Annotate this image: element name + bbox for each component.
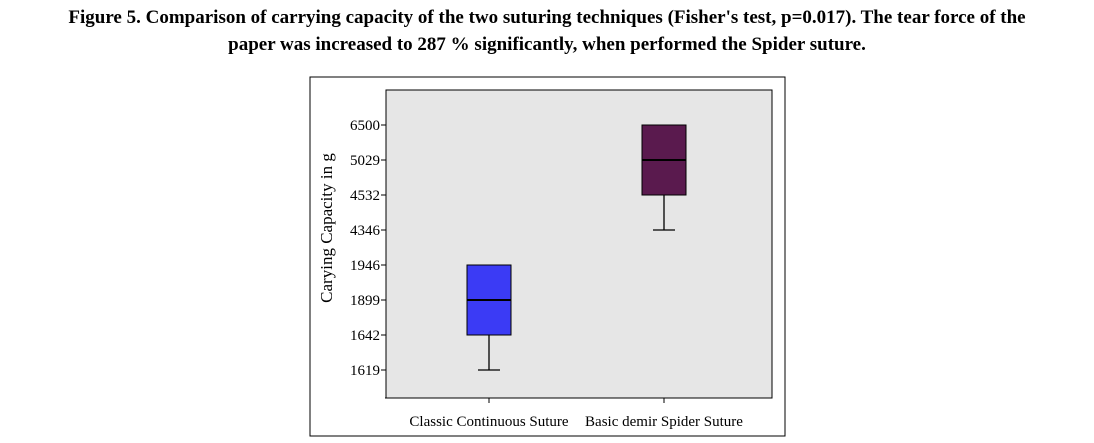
plot-area — [385, 89, 773, 399]
y-tick-label: 4532 — [350, 188, 380, 204]
y-tick-label: 1642 — [350, 328, 380, 344]
y-ticks: 1619 1642 1899 1946 4346 4532 5029 6500 — [350, 118, 386, 379]
y-tick-label: 1946 — [350, 258, 381, 274]
y-tick-label: 4346 — [350, 223, 381, 239]
y-tick-label: 6500 — [350, 118, 380, 134]
y-tick-label: 5029 — [350, 153, 380, 169]
x-category-label: Basic demir Spider Suture — [585, 414, 743, 430]
y-tick-label: 1619 — [350, 363, 380, 379]
x-categories: Classic Continuous Suture Basic demir Spi… — [409, 398, 743, 430]
figure-caption: Figure 5. Comparison of carrying capacit… — [0, 4, 1094, 58]
x-category-label: Classic Continuous Suture — [409, 414, 569, 430]
caption-line-1: Figure 5. Comparison of carrying capacit… — [68, 7, 1026, 28]
caption-line-2: paper was increased to 287 % significant… — [228, 34, 866, 55]
boxes — [466, 124, 687, 371]
y-tick-label: 1899 — [350, 293, 380, 309]
y-axis-label: Carying Capacity in g — [317, 153, 336, 303]
